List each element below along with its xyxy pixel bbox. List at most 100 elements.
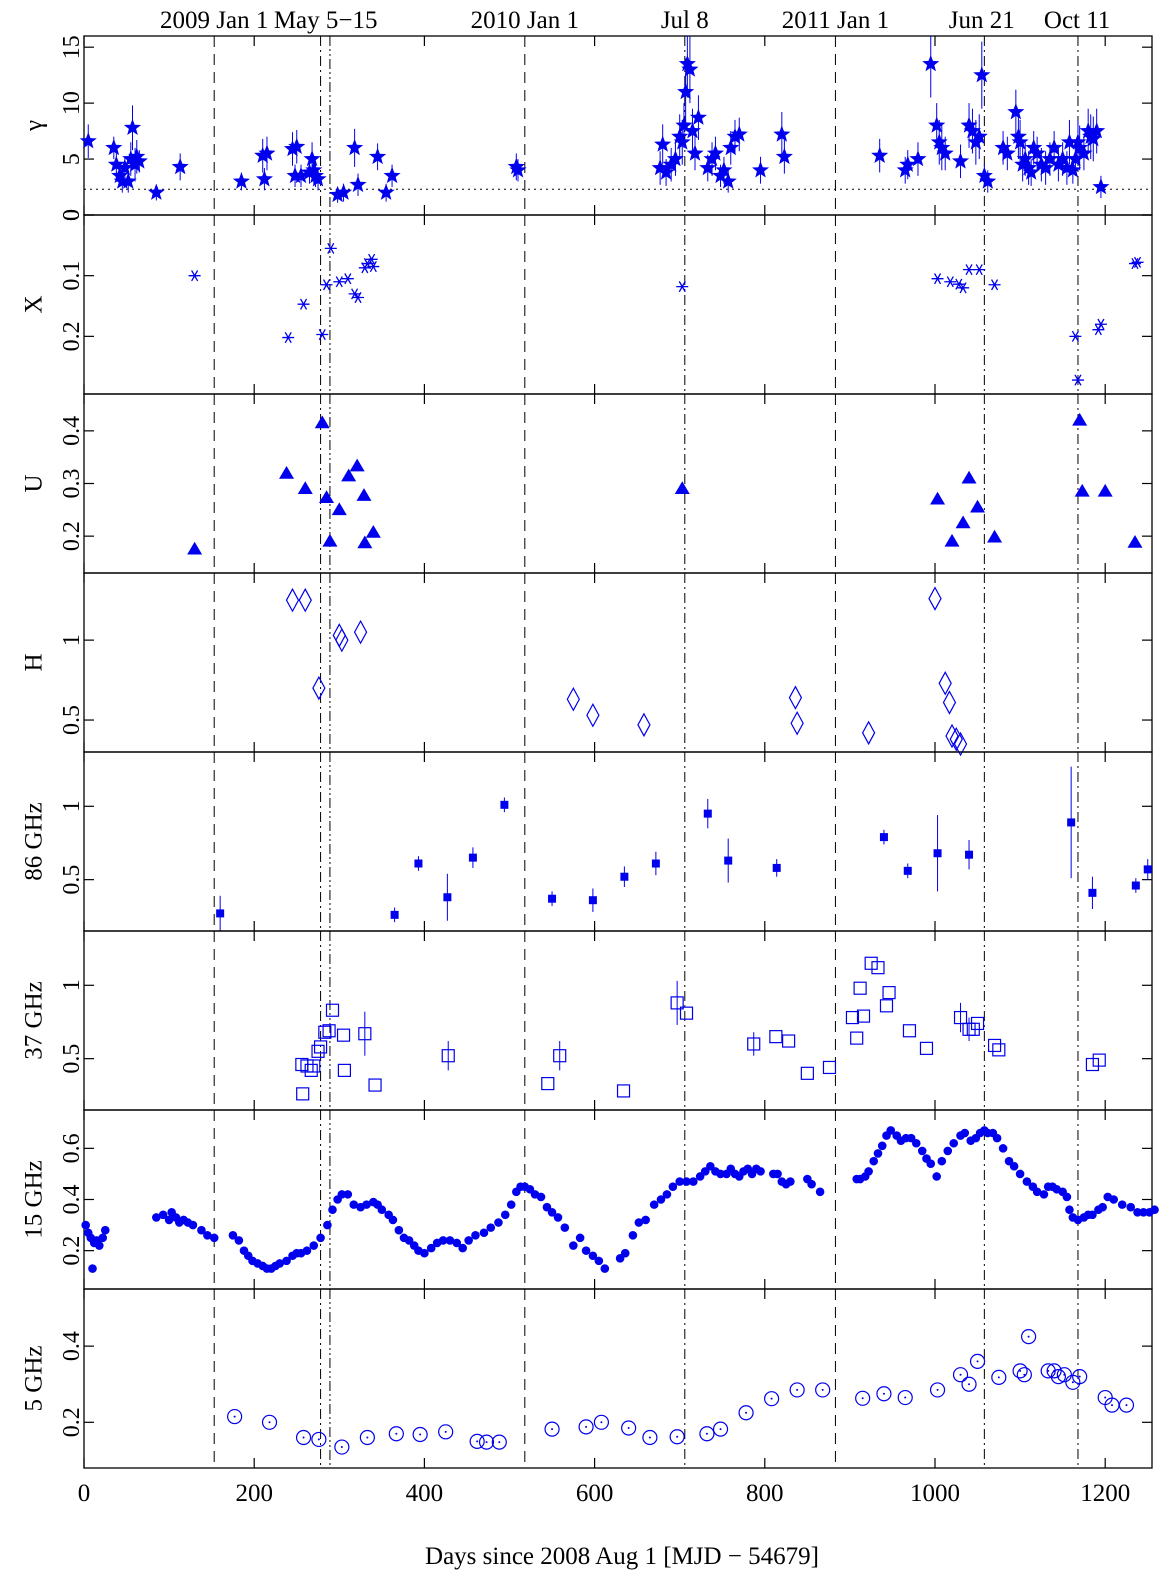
circle-marker <box>911 1138 921 1148</box>
circle-marker <box>642 1429 658 1446</box>
circle-marker <box>323 1220 332 1230</box>
circle-marker <box>873 1149 883 1158</box>
diamond-marker <box>353 619 368 645</box>
circle-marker <box>669 1429 685 1445</box>
circle-marker <box>628 1231 638 1240</box>
circle-marker <box>689 1177 698 1186</box>
star-marker <box>683 122 701 139</box>
y-tick-label: 0.6 <box>59 1133 85 1163</box>
circle-marker <box>937 1156 947 1166</box>
diamond-marker <box>637 712 651 738</box>
square-marker <box>953 1010 968 1025</box>
star-marker <box>116 159 134 176</box>
circle-marker <box>81 1220 91 1230</box>
circle-marker <box>152 1213 161 1222</box>
square-marker <box>1131 881 1140 890</box>
triangle-marker <box>944 533 960 547</box>
star-marker <box>970 127 988 144</box>
circle-marker <box>328 1205 337 1215</box>
circle-marker <box>641 1215 650 1225</box>
circle-marker <box>699 1426 715 1442</box>
star-marker <box>775 147 793 165</box>
circle-dot <box>904 1396 907 1399</box>
circle-marker <box>1065 1205 1074 1215</box>
star-marker <box>1079 122 1097 139</box>
top-label: May 5−15 <box>274 7 378 34</box>
square-marker <box>703 809 712 818</box>
square-marker <box>850 1031 864 1045</box>
star-marker <box>675 116 693 133</box>
circle-marker <box>420 1248 429 1258</box>
y-tick-label: 0.5 <box>59 705 85 735</box>
circle-dot <box>627 1427 630 1430</box>
circle-marker <box>98 1233 108 1243</box>
circle-marker <box>738 1405 754 1421</box>
y-tick-label: 0.1 <box>59 261 85 291</box>
star-marker <box>130 152 148 169</box>
star-marker <box>303 150 321 167</box>
square-marker <box>441 1049 455 1063</box>
y-axis-label: X <box>21 295 48 313</box>
circle-marker <box>600 1264 610 1273</box>
star-marker <box>1075 144 1093 161</box>
star-marker <box>509 161 527 178</box>
star-marker <box>1037 159 1055 176</box>
circle-marker <box>491 1434 507 1450</box>
panel-frame <box>83 214 1153 395</box>
star-marker <box>1011 133 1029 150</box>
star-marker <box>123 118 142 135</box>
circle-dot <box>485 1441 488 1444</box>
panel-frame <box>83 393 1153 574</box>
circle-dot <box>551 1428 554 1431</box>
asterisk-marker <box>316 328 329 341</box>
star-marker <box>258 144 276 161</box>
circle-marker <box>1126 1202 1136 1212</box>
circle-marker <box>969 1353 986 1369</box>
diamond-marker <box>788 685 803 710</box>
circle-marker <box>412 1426 428 1443</box>
circle-marker <box>316 1233 325 1243</box>
top-label: 2011 Jan 1 <box>782 7 889 34</box>
panel-U: 0.2 0.3 0.4 U <box>21 393 1153 574</box>
x-tick-label: 1200 <box>1080 1480 1130 1507</box>
series-37 <box>295 956 1106 1101</box>
circle-marker <box>458 1243 467 1253</box>
circle-marker <box>1039 1190 1049 1199</box>
circle-dot <box>1027 1335 1030 1338</box>
circle-marker <box>1062 1192 1072 1202</box>
circle-marker <box>593 1414 610 1430</box>
circle-marker <box>932 1172 941 1181</box>
star-marker <box>107 155 125 172</box>
circle-marker <box>359 1429 375 1446</box>
circle-dot <box>585 1425 588 1428</box>
circle-marker <box>764 1391 780 1407</box>
circle-marker <box>469 1433 485 1449</box>
circle-marker <box>1098 1202 1107 1212</box>
square-marker <box>468 853 477 862</box>
diamond-marker <box>942 690 957 715</box>
circle-dot <box>997 1376 1000 1379</box>
circle-marker <box>464 1236 473 1245</box>
asterisk-marker <box>676 281 689 293</box>
circle-marker <box>95 1241 104 1250</box>
star-marker <box>1028 144 1046 161</box>
star-marker <box>706 144 724 161</box>
star-marker <box>722 138 740 156</box>
star-marker <box>232 172 250 189</box>
asterisk-marker <box>957 282 970 294</box>
circle-marker <box>877 1141 887 1151</box>
star-marker <box>349 175 367 193</box>
star-marker <box>673 133 691 150</box>
asterisk-marker <box>1071 374 1084 386</box>
star-marker <box>930 133 948 150</box>
star-marker <box>1066 150 1084 167</box>
asterisk-marker <box>367 261 380 273</box>
star-marker <box>686 144 704 161</box>
circle-marker <box>337 1190 347 1199</box>
star-marker <box>171 157 189 175</box>
y-tick-label: 0.4 <box>59 416 85 446</box>
triangle-marker <box>279 465 295 479</box>
star-marker <box>689 108 707 125</box>
star-marker <box>329 185 347 203</box>
square-marker <box>919 1041 934 1055</box>
